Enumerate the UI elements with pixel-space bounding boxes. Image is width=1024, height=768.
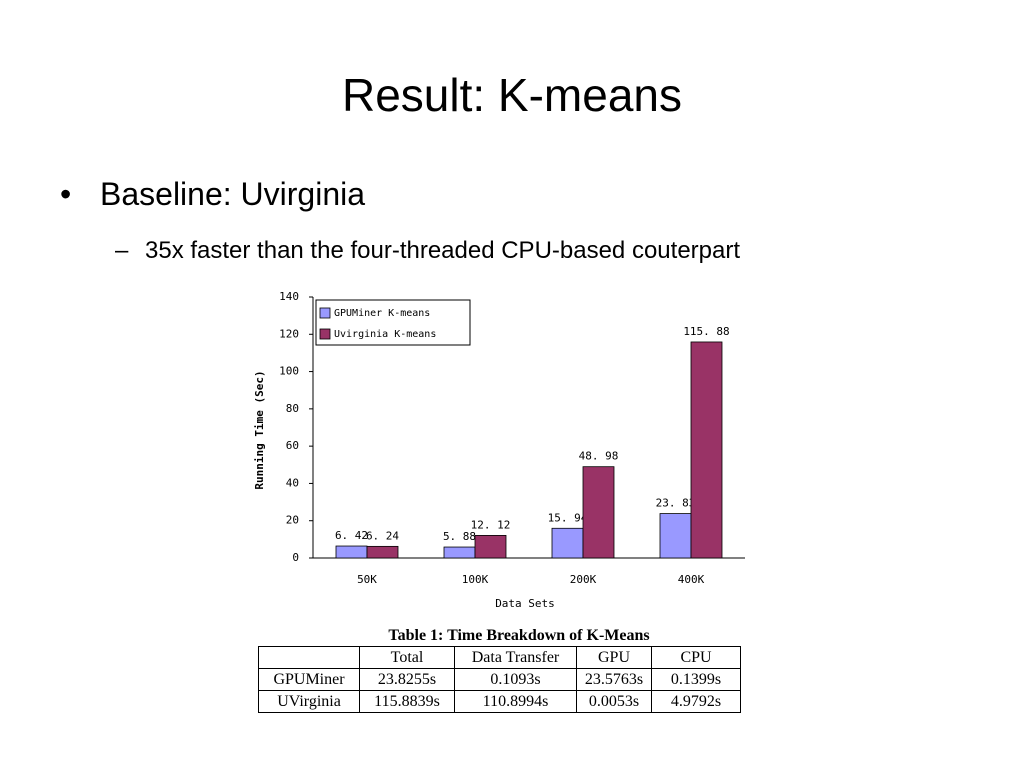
bar	[659, 513, 692, 559]
table-cell: 0.1399s	[651, 668, 741, 691]
x-tick-label: 100K	[462, 573, 489, 586]
table-cell: Data Transfer	[454, 646, 577, 669]
legend-box	[315, 299, 471, 346]
y-tick-label: 80	[286, 402, 299, 415]
table-cell: GPU	[576, 646, 652, 669]
data-label: 12. 12	[471, 518, 511, 531]
y-tick-label: 40	[286, 476, 299, 489]
table-cell: 0.1093s	[454, 668, 577, 691]
bar	[690, 341, 723, 559]
table-row: GPUMiner 23.8255s 0.1093s 23.5763s 0.1399s	[258, 668, 741, 691]
table-cell: 0.0053s	[576, 690, 652, 713]
slide-title: Result: K-means	[341, 69, 682, 121]
y-tick-label: 0	[292, 551, 299, 564]
bullet: Baseline: Uvirginia	[100, 176, 366, 212]
data-label: 115. 88	[683, 325, 729, 338]
x-tick-label: 50K	[357, 573, 377, 586]
table-cell: GPUMiner	[258, 668, 360, 691]
bar	[366, 545, 399, 559]
legend-label: GPUMiner K-means	[334, 308, 430, 319]
bar	[474, 535, 507, 559]
sub-bullet: 35x faster than the four-threaded CPU-ba…	[145, 237, 741, 264]
bar	[335, 545, 368, 559]
table-cell: 115.8839s	[359, 690, 455, 713]
table-cell	[258, 646, 360, 669]
table-title: Table 1: Time Breakdown of K-Means	[388, 627, 650, 644]
data-label: 6. 42	[335, 529, 368, 542]
bar	[582, 466, 615, 559]
data-label: 48. 98	[579, 450, 619, 463]
data-label: 6. 24	[366, 529, 399, 542]
data-label: 23. 83	[656, 497, 696, 510]
legend-label: Uvirginia K-means	[334, 329, 436, 340]
y-tick-label: 120	[279, 327, 299, 340]
x-tick-label: 400K	[678, 573, 705, 586]
table-cell: Total	[359, 646, 455, 669]
x-axis-label: Data Sets	[495, 597, 555, 610]
y-tick-label: 100	[279, 365, 299, 378]
y-axis-label: Running Time (Sec)	[253, 370, 266, 489]
x-tick-label: 200K	[570, 573, 597, 586]
table: Total Data Transfer GPU CPU GPUMiner 23.8255s…	[258, 646, 741, 713]
table-cell: 23.5763s	[576, 668, 652, 691]
table-row: Total Data Transfer GPU CPU	[258, 646, 741, 669]
y-tick-label: 140	[279, 290, 299, 303]
y-tick-label: 60	[286, 439, 299, 452]
data-label: 15. 94	[548, 511, 588, 524]
chart: Running Time (Sec) Data Sets 0 20 40 60 80 10…	[253, 290, 745, 610]
table-cell: 110.8994s	[454, 690, 577, 713]
table-cell: UVirginia	[258, 690, 360, 713]
table-cell: 23.8255s	[359, 668, 455, 691]
bar	[443, 546, 476, 559]
table-row: UVirginia 115.8839s 110.8994s 0.0053s 4.9792…	[258, 690, 741, 713]
data-label: 5. 88	[443, 530, 476, 543]
dash: –	[115, 237, 129, 264]
y-tick-label: 20	[286, 514, 299, 527]
bar	[551, 527, 584, 559]
table-cell: CPU	[651, 646, 741, 669]
legend-swatch	[319, 328, 331, 340]
legend-swatch	[319, 307, 331, 319]
bullet-mark: •	[60, 176, 72, 212]
table-cell: 4.9792s	[651, 690, 741, 713]
